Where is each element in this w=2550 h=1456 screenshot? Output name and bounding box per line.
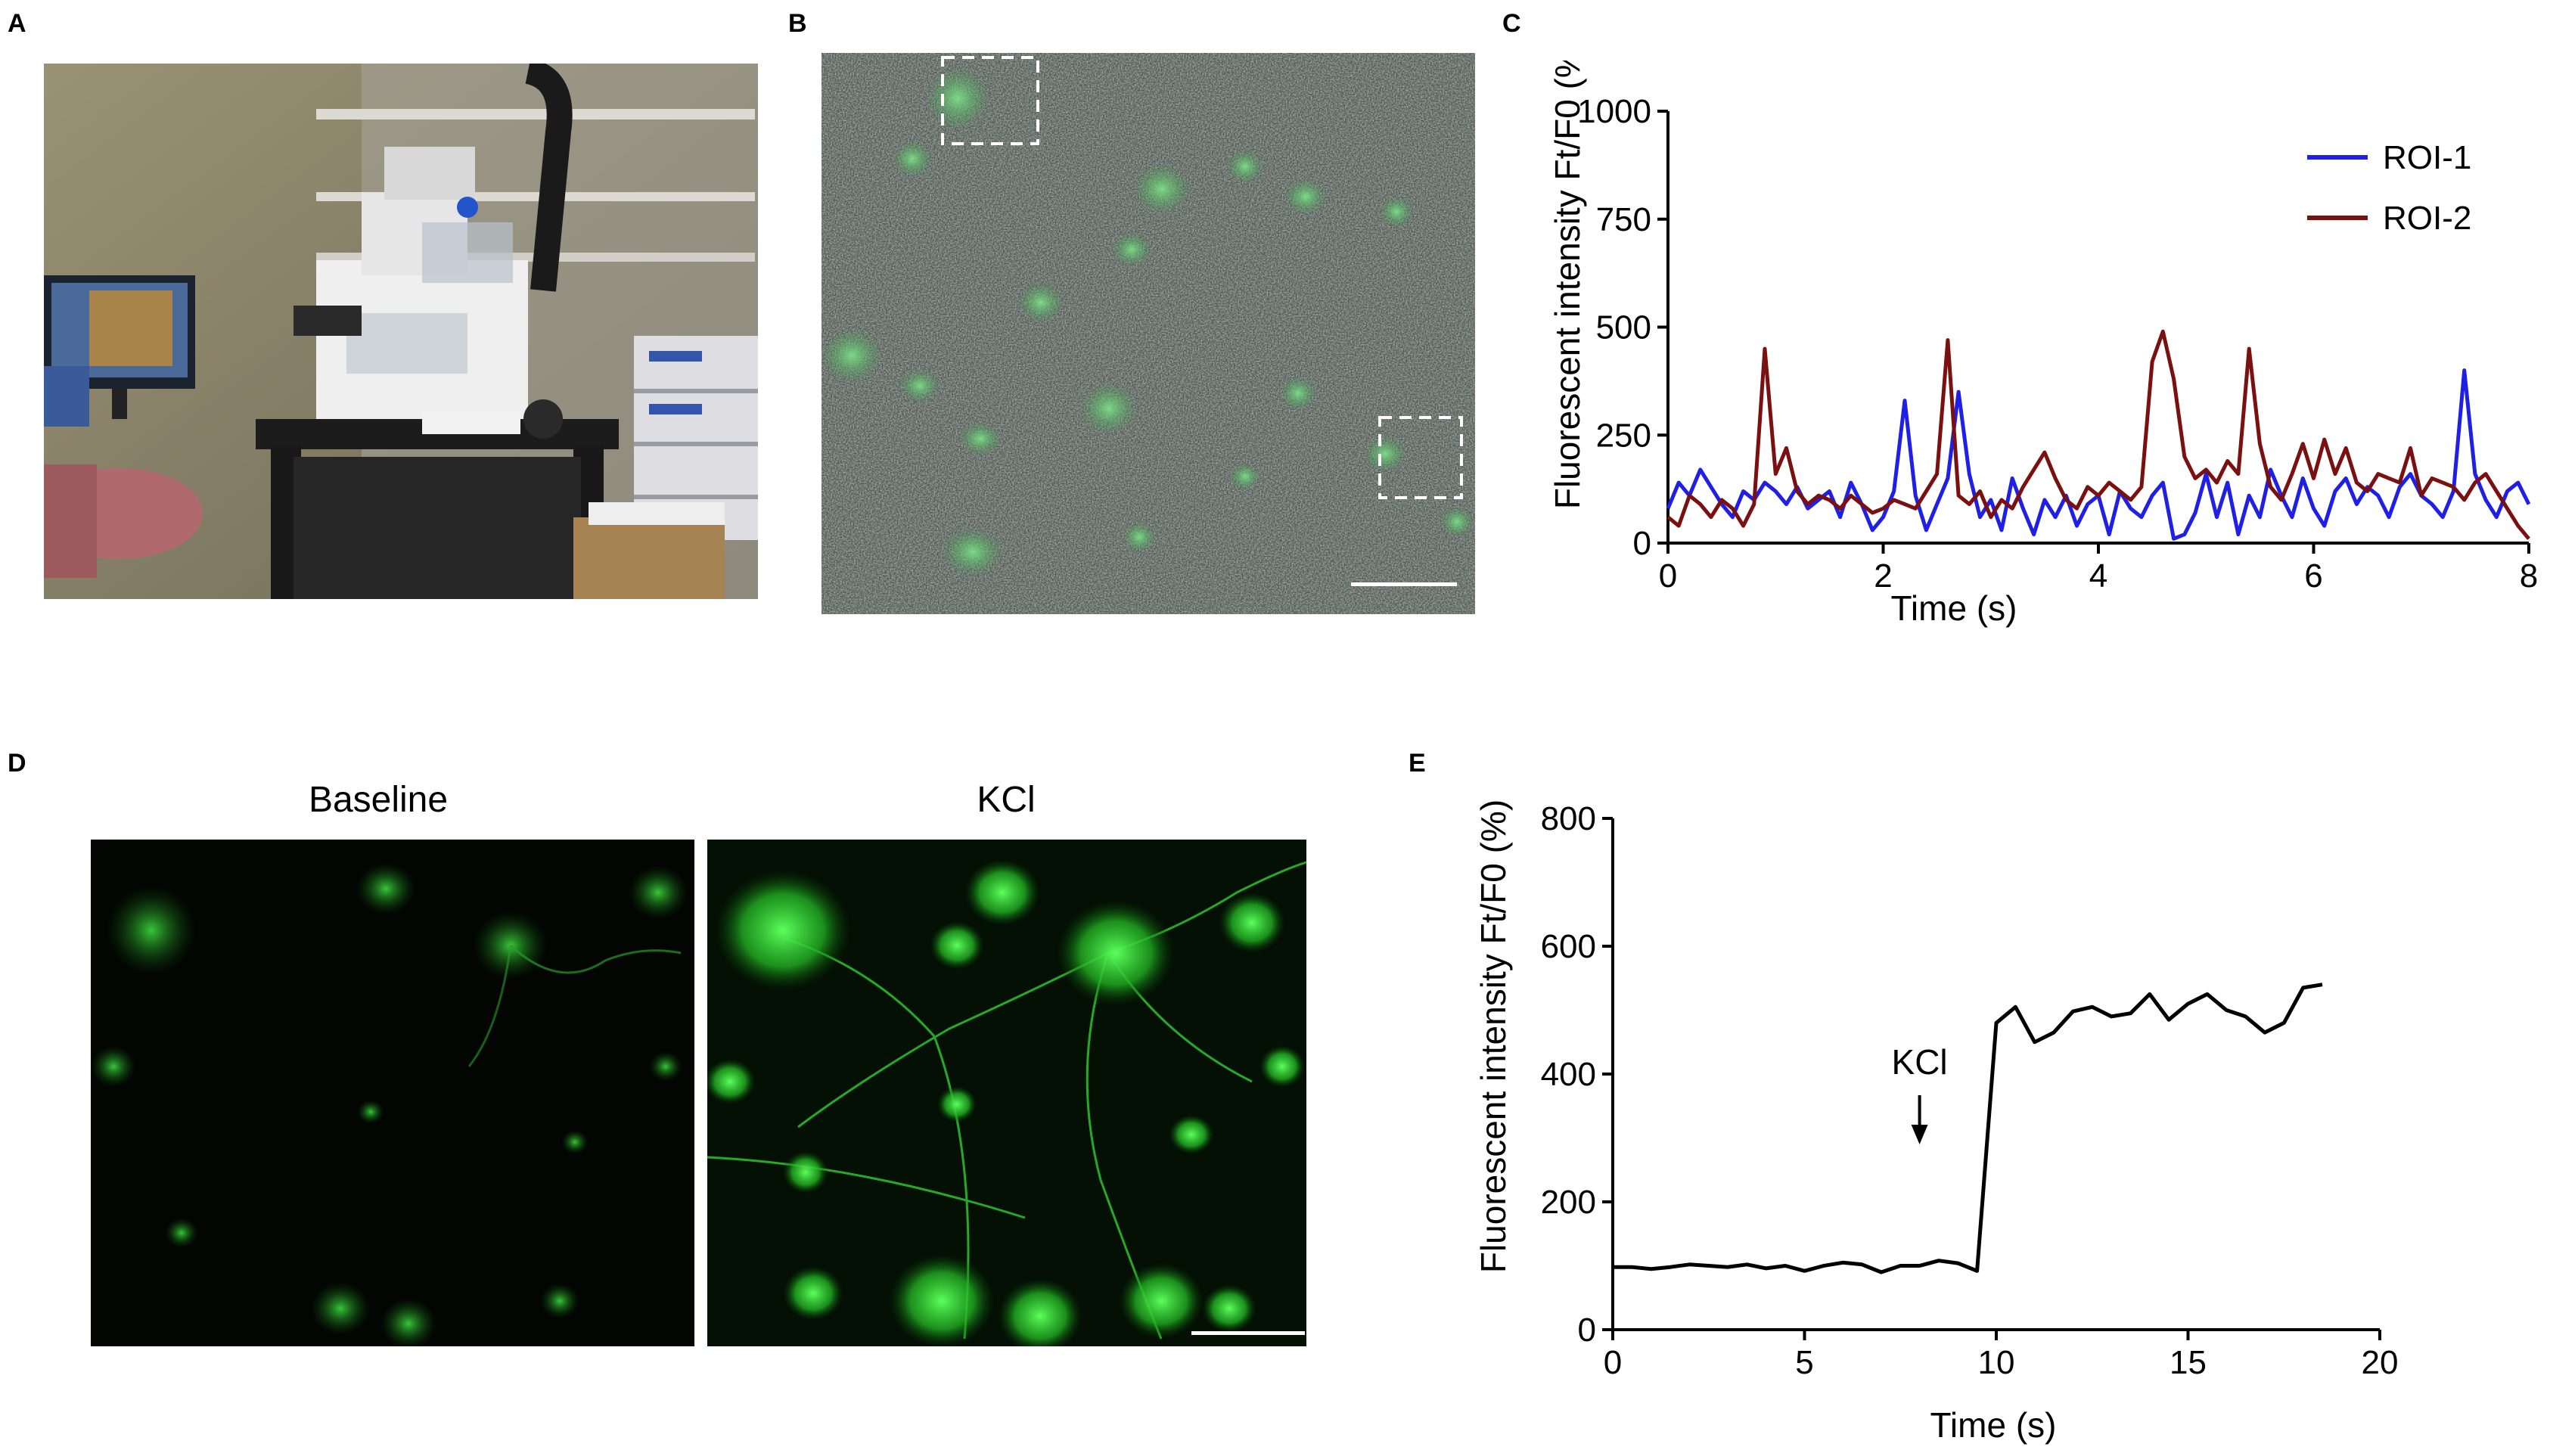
- chart-c-y-axis-label: Fluorescent intensity Ft/F0 (%): [1548, 61, 1587, 509]
- chart-e-x-axis-label: Time (s): [1930, 1405, 2057, 1445]
- y-tick-label: 0: [1578, 1312, 1596, 1349]
- x-tick-label: 6: [2304, 557, 2322, 595]
- x-tick-label: 0: [1659, 557, 1677, 595]
- microscope-setup-illustration: [44, 64, 758, 599]
- x-tick-label: 2: [1874, 557, 1892, 595]
- panel-label-d: D: [8, 749, 26, 778]
- kcl-caption: KCl: [977, 780, 1036, 820]
- roi-1-box: [941, 56, 1039, 145]
- x-tick-label: 20: [2362, 1344, 2399, 1381]
- x-tick-label: 5: [1795, 1344, 1813, 1381]
- chart-c-legend: ROI-1 ROI-2: [2307, 139, 2471, 237]
- y-tick-label: 750: [1596, 201, 1651, 238]
- y-tick-label: 800: [1541, 800, 1596, 837]
- series-line-roi-1: [1666, 368, 2531, 541]
- y-tick-label: 400: [1541, 1056, 1596, 1093]
- series-line-trace-0: [1613, 983, 2323, 1274]
- y-tick-label: 600: [1541, 928, 1596, 965]
- y-tick-label: 0: [1633, 525, 1651, 562]
- baseline-fluorescence-illustration: [91, 840, 694, 1346]
- kcl-annotation: KCl: [1892, 1042, 1948, 1144]
- kcl-arrow-head: [1911, 1124, 1928, 1144]
- legend-roi-2-label: ROI-2: [2383, 200, 2471, 237]
- microscope-setup-photo: [44, 64, 758, 599]
- chart-c-axes: 0 250 500 750 1000 0 2 4 6 8: [1577, 93, 2538, 595]
- scale-bar: [1351, 582, 1457, 586]
- roi-2-box: [1378, 416, 1463, 499]
- neuron-overlay-illustration: [822, 53, 1475, 614]
- baseline-caption: Baseline: [308, 780, 449, 820]
- chart-e-lines: [1613, 983, 2323, 1274]
- x-tick-label: 15: [2170, 1344, 2207, 1381]
- scale-bar: [1191, 1331, 1305, 1335]
- baseline-fluorescence-image: [91, 840, 694, 1346]
- panel-label-e: E: [1409, 749, 1426, 778]
- y-tick-label: 250: [1596, 417, 1651, 454]
- kcl-arrow-label: KCl: [1892, 1042, 1948, 1082]
- series-line-roi-2: [1666, 329, 2530, 540]
- legend-roi-1-label: ROI-1: [2383, 139, 2471, 176]
- chart-c-x-axis-label: Time (s): [1891, 588, 2017, 628]
- x-tick-label: 4: [2089, 557, 2107, 595]
- chart-e-y-axis-label: Fluorescent intensity Ft/F0 (%): [1474, 799, 1513, 1273]
- panel-label-c: C: [1502, 9, 1521, 38]
- brightfield-neuron-image: [822, 53, 1475, 614]
- y-tick-label: 1000: [1577, 93, 1651, 130]
- panel-label-a: A: [8, 9, 26, 38]
- roi-trace-chart: 0 250 500 750 1000 0 2 4 6 8 Fluorescent intensit…: [1548, 61, 2538, 628]
- kcl-fluorescence-image: [707, 840, 1306, 1346]
- kcl-fluorescence-illustration: [707, 840, 1306, 1346]
- panel-label-b: B: [788, 9, 807, 38]
- chart-c-lines: [1666, 329, 2531, 541]
- x-tick-label: 10: [1978, 1344, 2015, 1381]
- chart-e-axes: 0 200 400 600 800 0 5 10 15 20: [1541, 800, 2399, 1381]
- y-tick-label: 500: [1596, 309, 1651, 346]
- x-tick-label: 8: [2520, 557, 2538, 595]
- kcl-response-chart: 0 200 400 600 800 0 5 10 15 20 Fluorescent intens…: [1474, 799, 2399, 1445]
- y-tick-label: 200: [1541, 1184, 1596, 1221]
- x-tick-label: 0: [1604, 1344, 1622, 1381]
